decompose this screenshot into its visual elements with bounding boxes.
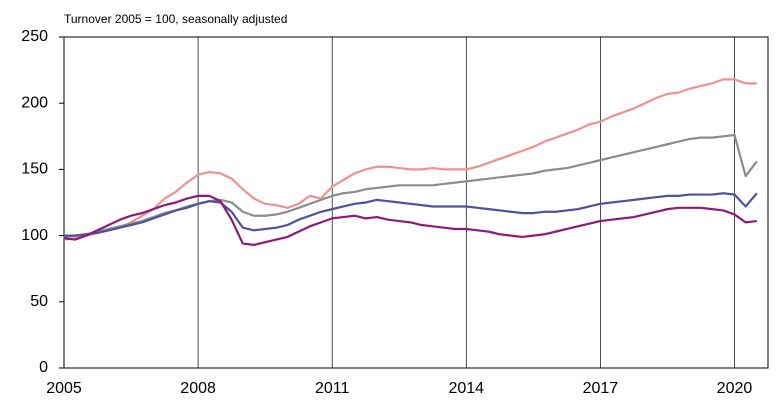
x-tick-label: 2011	[315, 380, 350, 397]
x-tick-label: 2020	[717, 380, 753, 397]
series-line	[64, 192, 758, 237]
x-tick-label: 2008	[180, 380, 216, 397]
y-tick-label: 100	[21, 227, 48, 244]
chart-title: Turnover 2005 = 100, seasonally adjusted	[64, 12, 287, 26]
x-tick-label: 2014	[448, 380, 484, 397]
y-tick-label: 150	[21, 161, 48, 178]
y-tick-label: 0	[39, 359, 48, 376]
series-line	[63, 78, 757, 241]
y-tick-label: 200	[21, 94, 48, 111]
y-tick-label: 250	[21, 28, 48, 45]
x-tick-label: 2017	[583, 380, 619, 397]
y-tick-label: 50	[30, 293, 48, 310]
series-line	[63, 194, 757, 246]
plot-frame	[63, 36, 769, 369]
x-tick-label: 2005	[46, 380, 82, 397]
